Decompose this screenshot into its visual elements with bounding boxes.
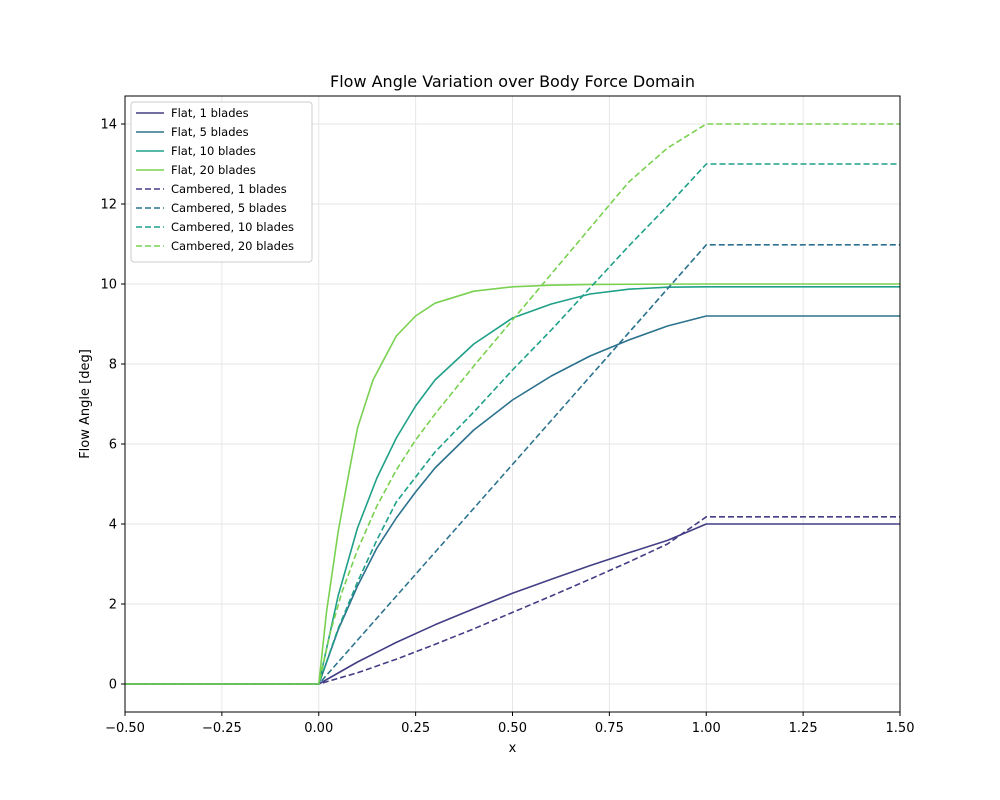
x-tick-label: 1.00 bbox=[692, 721, 721, 736]
y-tick-label: 10 bbox=[100, 278, 117, 293]
legend-box bbox=[130, 101, 313, 263]
legend-label: Cambered, 5 blades bbox=[171, 201, 287, 215]
legend-label: Cambered, 1 blades bbox=[171, 182, 287, 196]
series-line-7 bbox=[125, 163, 900, 685]
y-tick-label: 0 bbox=[109, 678, 117, 693]
y-tick-label: 14 bbox=[100, 118, 117, 133]
series-line-5 bbox=[125, 515, 900, 685]
y-tick-label: 2 bbox=[109, 598, 117, 613]
legend: Flat, 1 blades Flat, 5 blades Flat, 10 bla… bbox=[130, 101, 313, 263]
y-tick-label: 12 bbox=[100, 198, 117, 213]
legend-label: Cambered, 20 blades bbox=[171, 239, 294, 253]
series-line-8 bbox=[125, 123, 900, 685]
x-tick-label: 0.50 bbox=[498, 721, 527, 736]
x-tick-label: 1.50 bbox=[886, 721, 915, 736]
series-line-3 bbox=[125, 285, 900, 685]
chart-title: Flow Angle Variation over Body Force Dom… bbox=[330, 72, 695, 91]
x-tick-label: −0.25 bbox=[202, 721, 242, 736]
y-axis-title: Flow Angle [deg] bbox=[78, 349, 93, 459]
legend-label: Flat, 20 blades bbox=[171, 163, 256, 177]
series-line-6 bbox=[125, 244, 900, 685]
legend-label: Flat, 1 blades bbox=[171, 106, 249, 120]
x-axis-title: x bbox=[509, 741, 517, 756]
y-tick-label: 6 bbox=[109, 438, 117, 453]
series-line-1 bbox=[125, 523, 900, 685]
y-tick-label: 8 bbox=[109, 358, 117, 373]
legend-label: Cambered, 10 blades bbox=[171, 220, 294, 234]
series-line-4 bbox=[125, 283, 900, 685]
series-line-2 bbox=[125, 315, 900, 685]
y-tick-label: 4 bbox=[109, 518, 117, 533]
axis-ticks: −0.50 −0.25 0.00 0.25 0.50 0.75 1.00 1.25 1.50 0 2… bbox=[100, 118, 914, 737]
x-tick-label: 0.25 bbox=[401, 721, 430, 736]
x-tick-label: 0.75 bbox=[595, 721, 624, 736]
x-tick-label: 1.25 bbox=[789, 721, 818, 736]
x-tick-label: −0.50 bbox=[105, 721, 145, 736]
legend-label: Flat, 10 blades bbox=[171, 144, 256, 158]
x-tick-label: 0.00 bbox=[304, 721, 333, 736]
legend-label: Flat, 5 blades bbox=[171, 125, 249, 139]
series-lines bbox=[125, 123, 900, 685]
